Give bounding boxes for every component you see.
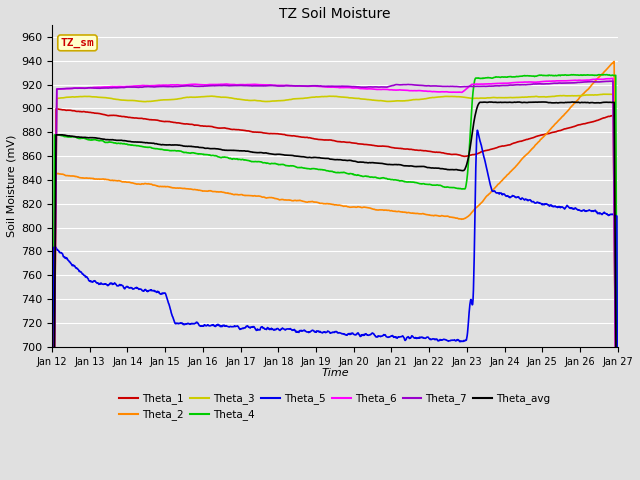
Theta_7 xyxy=(497,83,504,88)
Theta_6 xyxy=(609,75,616,81)
Title: TZ Soil Moisture: TZ Soil Moisture xyxy=(279,7,390,21)
Theta_3 xyxy=(602,91,610,97)
Theta_5 xyxy=(547,203,555,208)
Line: Theta_4: Theta_4 xyxy=(52,74,618,480)
Theta_1 xyxy=(497,144,505,149)
Text: TZ_sm: TZ_sm xyxy=(61,38,94,48)
Line: Theta_5: Theta_5 xyxy=(52,130,618,480)
Line: Theta_2: Theta_2 xyxy=(52,61,618,480)
Theta_4 xyxy=(160,147,168,153)
Theta_5 xyxy=(160,290,168,296)
Theta_4 xyxy=(237,157,245,163)
Theta_5 xyxy=(237,326,245,332)
Theta_avg xyxy=(547,100,555,106)
Theta_4 xyxy=(497,74,504,80)
Line: Theta_6: Theta_6 xyxy=(52,78,618,480)
Theta_7 xyxy=(423,83,431,89)
Theta_2 xyxy=(497,179,504,185)
X-axis label: Time: Time xyxy=(321,368,349,378)
Theta_avg xyxy=(160,142,168,148)
Theta_6 xyxy=(497,80,504,86)
Theta_4 xyxy=(174,148,182,154)
Theta_6 xyxy=(237,82,245,87)
Line: Theta_avg: Theta_avg xyxy=(52,102,618,480)
Theta_avg xyxy=(237,148,245,154)
Theta_1 xyxy=(423,148,431,154)
Theta_3 xyxy=(237,96,245,102)
Theta_4 xyxy=(595,72,603,77)
Theta_2 xyxy=(547,127,554,132)
Theta_avg xyxy=(497,99,504,105)
Theta_7 xyxy=(609,78,617,84)
Theta_2 xyxy=(423,212,431,217)
Theta_2 xyxy=(611,59,618,64)
Line: Theta_1: Theta_1 xyxy=(52,109,618,480)
Theta_4 xyxy=(547,72,554,78)
Theta_3 xyxy=(497,95,504,100)
Theta_2 xyxy=(160,184,168,190)
Legend: Theta_1, Theta_2, Theta_3, Theta_4, Theta_5, Theta_6, Theta_7, Theta_avg: Theta_1, Theta_2, Theta_3, Theta_4, Thet… xyxy=(115,389,554,424)
Theta_6 xyxy=(423,88,431,94)
Theta_1 xyxy=(52,106,60,112)
Theta_5 xyxy=(174,321,182,326)
Theta_1 xyxy=(547,130,555,136)
Line: Theta_7: Theta_7 xyxy=(52,81,618,480)
Theta_avg xyxy=(423,165,431,170)
Theta_2 xyxy=(237,192,245,197)
Theta_7 xyxy=(547,81,554,86)
Theta_1 xyxy=(175,120,182,126)
Theta_2 xyxy=(174,185,182,191)
Theta_5 xyxy=(497,190,505,196)
Theta_4 xyxy=(423,181,431,187)
Y-axis label: Soil Moisture (mV): Soil Moisture (mV) xyxy=(7,135,17,237)
Theta_3 xyxy=(547,94,554,99)
Theta_avg xyxy=(174,142,182,148)
Line: Theta_3: Theta_3 xyxy=(52,94,618,480)
Theta_3 xyxy=(160,97,168,103)
Theta_3 xyxy=(423,96,431,101)
Theta_6 xyxy=(174,82,182,88)
Theta_1 xyxy=(161,119,168,124)
Theta_6 xyxy=(160,82,168,88)
Theta_avg xyxy=(538,99,546,105)
Theta_7 xyxy=(174,84,182,89)
Theta_7 xyxy=(160,84,168,89)
Theta_5 xyxy=(474,127,481,133)
Theta_1 xyxy=(237,127,245,133)
Theta_3 xyxy=(174,96,182,102)
Theta_5 xyxy=(423,335,431,340)
Theta_6 xyxy=(547,78,554,84)
Theta_7 xyxy=(237,83,245,88)
